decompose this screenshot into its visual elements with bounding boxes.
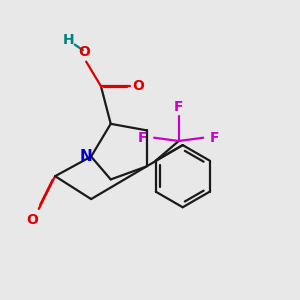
Text: O: O bbox=[133, 79, 145, 93]
Text: F: F bbox=[210, 131, 219, 145]
Text: N: N bbox=[80, 149, 93, 164]
Text: F: F bbox=[138, 131, 148, 145]
Text: O: O bbox=[79, 45, 91, 59]
Text: F: F bbox=[174, 100, 184, 114]
Text: O: O bbox=[26, 213, 38, 227]
Text: H: H bbox=[62, 33, 74, 47]
